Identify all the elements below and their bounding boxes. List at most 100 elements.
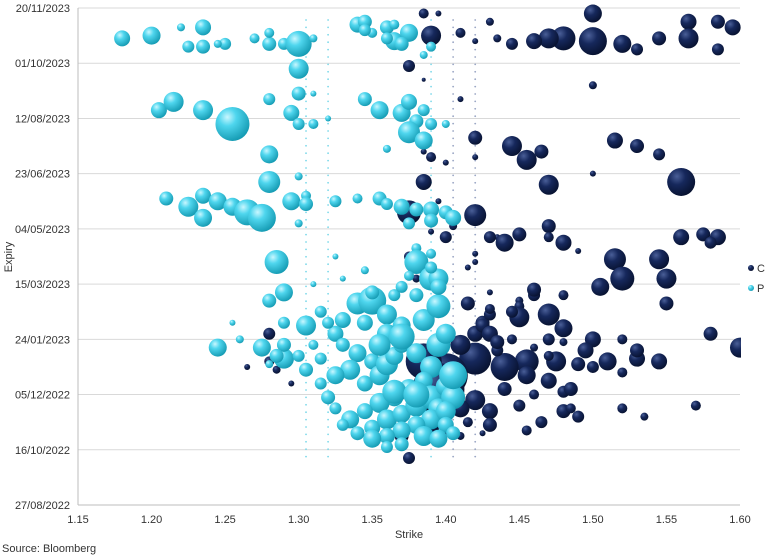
bubble-p [208,338,227,357]
small-bubble [327,181,329,184]
bubble-c [501,136,522,157]
bubble-p [299,197,314,212]
small-bubble [327,381,329,384]
bubble-c [403,452,415,465]
bubble-p [264,250,289,275]
bubble-c [538,28,559,49]
small-bubble [327,56,329,58]
small-bubble [452,41,455,44]
small-bubble [430,196,432,199]
bubble-c [435,10,442,17]
bubble-p [292,349,305,362]
small-bubble [452,174,455,177]
small-bubble [474,307,477,310]
bubble-p [423,201,440,218]
bubble-p [277,316,290,329]
small-bubble [305,337,307,340]
small-bubble [452,352,455,354]
small-bubble [430,100,432,103]
small-bubble [452,285,455,288]
small-bubble [327,48,329,51]
bubble-c [653,148,666,161]
bubble-c [577,342,594,359]
small-bubble [474,115,477,118]
small-bubble [327,411,329,414]
bubble-p [356,314,373,331]
small-bubble [452,19,455,21]
small-bubble [474,448,477,451]
bubble-p [388,323,415,350]
small-bubble [327,426,329,428]
bubble-p [262,36,277,51]
bubble-c [652,31,667,46]
bubble-p [142,26,161,45]
bubble-p [294,172,303,181]
bubble-p [314,305,327,318]
bubble-p [159,191,174,206]
bubble-p [356,375,373,392]
bubble-c [272,365,281,374]
small-bubble [327,448,329,451]
bubble-c [555,234,572,251]
bubble-p [389,19,400,30]
bubble-c [589,170,596,177]
small-bubble [474,374,477,377]
x-tick-label: 1.45 [509,514,530,526]
small-bubble [430,93,432,95]
small-bubble [474,26,477,29]
bubble-p [358,286,387,315]
bubble-c [472,259,479,266]
bubble-c [484,303,495,314]
small-bubble [474,270,477,273]
small-bubble [327,352,329,354]
bubble-p [401,93,417,110]
legend-label-p: P [757,283,764,295]
bubble-c [745,238,765,258]
bubble-p [446,426,461,441]
y-tick-labels: 27/08/2022 16/10/2022 05/12/2022 24/01/2023… [15,3,70,512]
bubble-p [358,24,371,37]
bubble-p [398,121,420,144]
small-bubble [430,241,432,243]
bubble-p [219,37,232,50]
bubble-c [571,357,586,372]
small-bubble [452,122,455,125]
bubble-p [292,117,305,130]
bubble-c [603,248,626,271]
bubble-p [336,418,349,431]
small-bubble [474,241,477,243]
small-bubble [305,307,307,310]
bubble-p [269,348,284,363]
small-bubble [305,352,307,354]
small-bubble [305,292,307,295]
x-tick-label: 1.30 [288,514,309,526]
bubble-c [588,81,597,90]
bubble-c [455,27,466,38]
small-bubble [430,56,432,58]
bubble-c [442,159,449,166]
bubble-c [534,144,549,159]
y-tick-label: 15/03/2023 [15,279,70,291]
bubble-p [445,209,462,226]
small-bubble [452,56,455,58]
bubble-p [403,381,430,408]
small-bubble [327,174,329,177]
bubble-c [617,403,628,414]
small-bubble [305,455,307,458]
small-bubble [452,278,455,280]
small-bubble [452,93,455,95]
bubble-c [468,130,483,145]
small-bubble [327,278,329,280]
small-bubble [474,196,477,199]
legend-label-c: C [757,263,765,275]
bubble-c [479,430,486,437]
small-bubble [452,307,455,310]
x-tick-label: 1.25 [214,514,235,526]
bubble-c [680,13,697,30]
bubble-c [667,167,696,196]
bubble-p [382,144,391,153]
bubble-c [583,4,602,23]
bubble-c [540,372,557,389]
bubble-p [247,203,276,232]
